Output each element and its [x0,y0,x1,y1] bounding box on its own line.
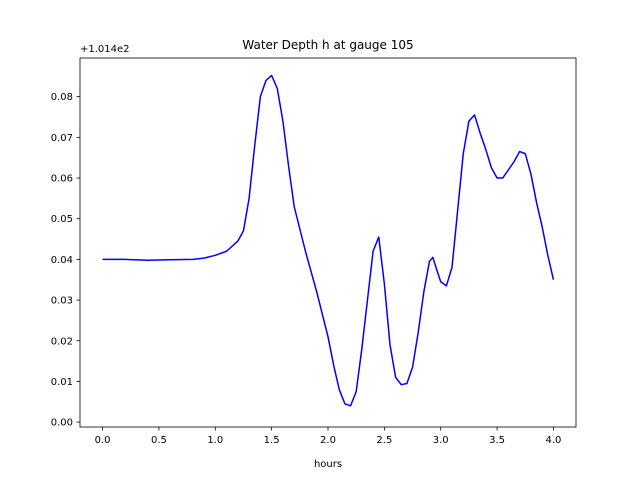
plot-frame [79,57,577,428]
x-tick-label: 0.0 [95,435,111,446]
x-axis-label: hours [314,459,342,470]
x-tick-label: 3.5 [489,435,505,446]
y-tick-label: 0.00 [51,418,73,429]
plot-area: 0.0 0.5 1.0 1.5 2.0 2.5 3.0 3.5 4.0 0.00 0.01 0.02 0… [51,57,577,446]
x-tick-label: 4.0 [546,435,562,446]
y-tick-label: 0.05 [51,214,73,225]
y-offset-label: +1.014e2 [80,44,130,55]
y-tick-label: 0.07 [51,133,73,144]
chart-title: Water Depth h at gauge 105 [242,38,413,52]
x-tick-label: 0.5 [151,435,167,446]
y-tick-label: 0.01 [51,377,73,388]
y-tick-label: 0.06 [51,174,73,185]
x-tick-label: 2.0 [320,435,336,446]
y-tick-label: 0.04 [51,255,73,266]
x-tick-label: 1.0 [207,435,223,446]
x-tick-label: 1.5 [264,435,280,446]
x-tick-label: 3.0 [433,435,449,446]
y-tick-label: 0.08 [51,92,73,103]
y-tick-label: 0.02 [51,336,73,347]
series-line-0 [102,74,555,407]
x-tick-label: 2.5 [376,435,392,446]
y-tick-label: 0.03 [51,296,73,307]
